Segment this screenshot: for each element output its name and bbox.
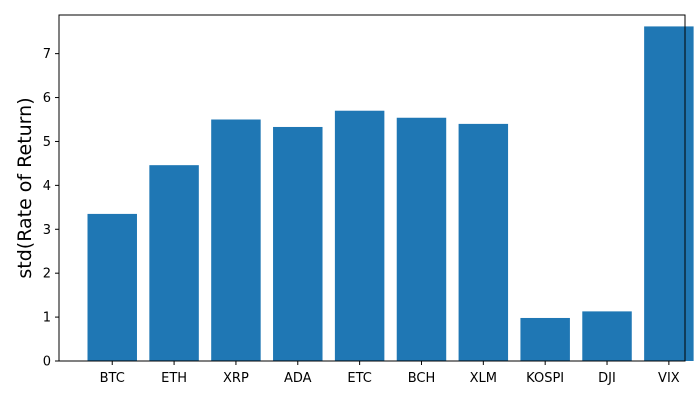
y-tick-label: 5 bbox=[43, 135, 51, 150]
bar-bch bbox=[396, 117, 447, 362]
bar-etc bbox=[334, 110, 385, 361]
bar-xrp bbox=[211, 119, 261, 362]
x-tick-label: ETH bbox=[161, 371, 187, 386]
x-tick-label: KOSPI bbox=[526, 371, 564, 386]
x-tick-label: XRP bbox=[223, 371, 249, 386]
x-tick-label: ADA bbox=[284, 371, 312, 386]
bars-group bbox=[87, 26, 694, 362]
bar-eth bbox=[149, 165, 199, 361]
x-tick-label: DJI bbox=[598, 371, 616, 386]
x-axis-ticks: BTC ETH XRP ADA ETC BCH XLM KOSPI DJI VIX bbox=[100, 361, 680, 386]
bar-ada bbox=[273, 126, 323, 361]
x-tick-label: XLM bbox=[470, 371, 497, 386]
y-tick-label: 3 bbox=[43, 223, 51, 238]
plot-frame bbox=[58, 14, 686, 362]
x-tick-label: ETC bbox=[347, 371, 371, 386]
y-tick-label: 6 bbox=[43, 91, 51, 106]
y-tick-label: 4 bbox=[43, 179, 51, 194]
bar-vix bbox=[644, 26, 694, 361]
y-tick-label: 0 bbox=[43, 355, 51, 370]
bar-kospi bbox=[520, 317, 570, 361]
y-tick-label: 1 bbox=[43, 311, 51, 326]
y-tick-label: 2 bbox=[43, 267, 51, 282]
x-tick-label: BCH bbox=[408, 371, 436, 386]
bar-btc bbox=[87, 213, 137, 361]
y-axis-ticks: 0 1 2 3 4 5 6 7 bbox=[43, 47, 59, 370]
bar-dji bbox=[582, 311, 632, 361]
bar-xlm bbox=[458, 123, 509, 361]
x-tick-label: BTC bbox=[100, 371, 125, 386]
x-tick-label: VIX bbox=[658, 371, 680, 386]
y-tick-label: 7 bbox=[43, 47, 51, 62]
y-axis-title: std(Rate of Return) bbox=[14, 97, 36, 278]
